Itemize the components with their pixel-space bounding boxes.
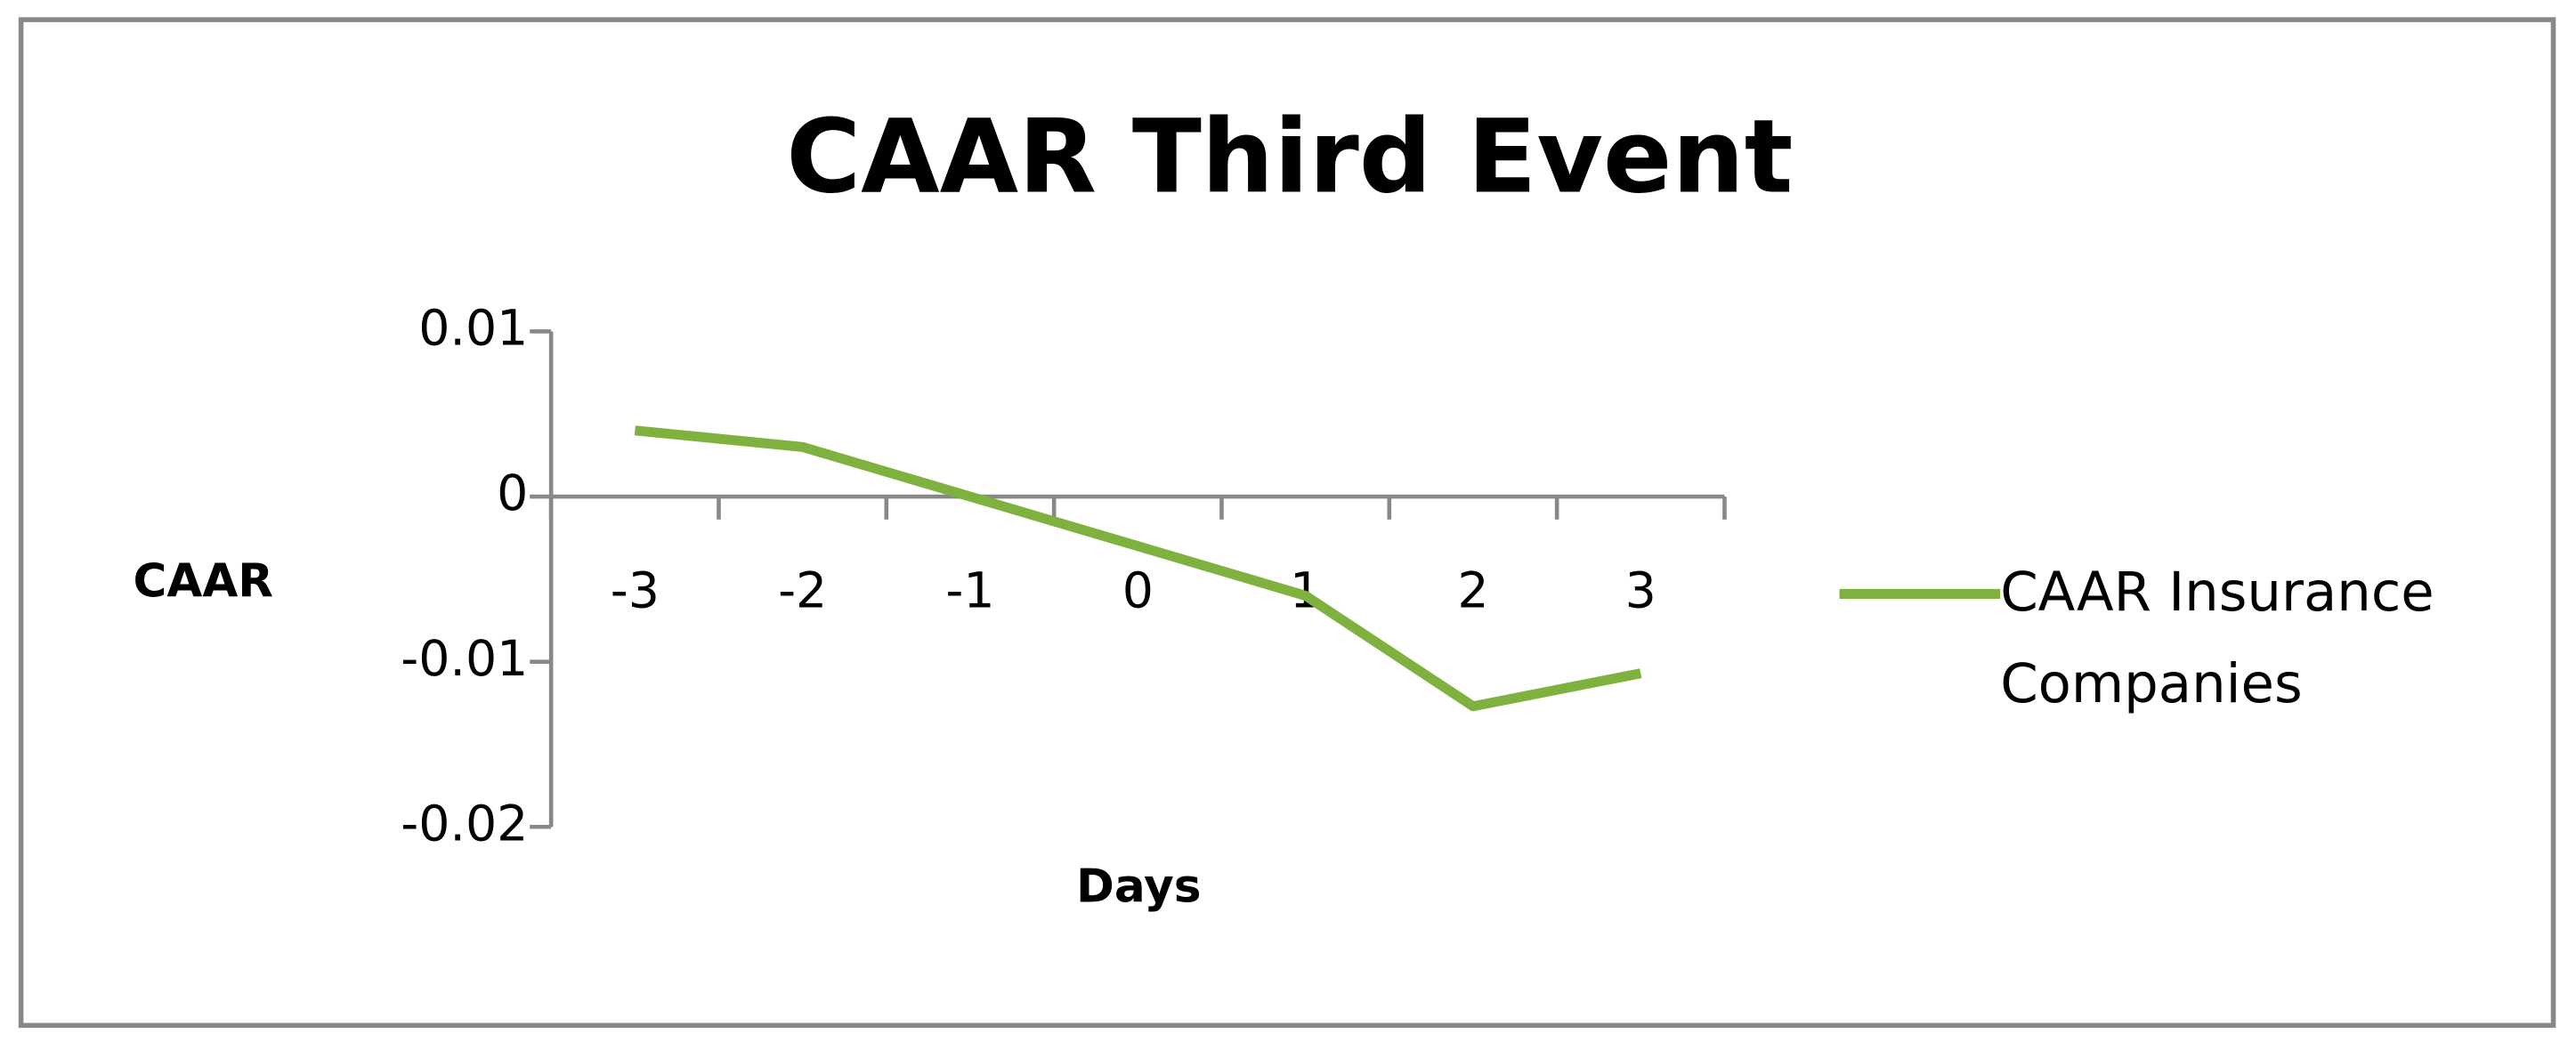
- x-tick-label: -1: [945, 563, 994, 620]
- chart-title: CAAR Third Event: [786, 98, 1793, 216]
- x-tick-label: 3: [1625, 563, 1657, 620]
- x-tick-label: -3: [611, 563, 660, 620]
- legend-label: CAAR Insurance Companies: [2000, 559, 2434, 715]
- y-tick-label: 0: [497, 465, 528, 522]
- x-tick-label: 0: [1122, 563, 1154, 620]
- y-tick-label: -0.01: [401, 631, 528, 688]
- data-line: [634, 425, 1642, 712]
- x-tick-label: -2: [778, 563, 827, 620]
- x-tick-label: 2: [1457, 563, 1488, 620]
- y-axis-label: CAAR: [134, 554, 274, 608]
- y-tick-label: -0.02: [401, 796, 528, 852]
- legend-entry: CAAR Insurance Companies: [2000, 559, 2434, 715]
- chart-border: [18, 17, 2556, 1029]
- x-axis-label: Days: [1076, 860, 1201, 913]
- y-tick-label: 0.01: [418, 301, 528, 358]
